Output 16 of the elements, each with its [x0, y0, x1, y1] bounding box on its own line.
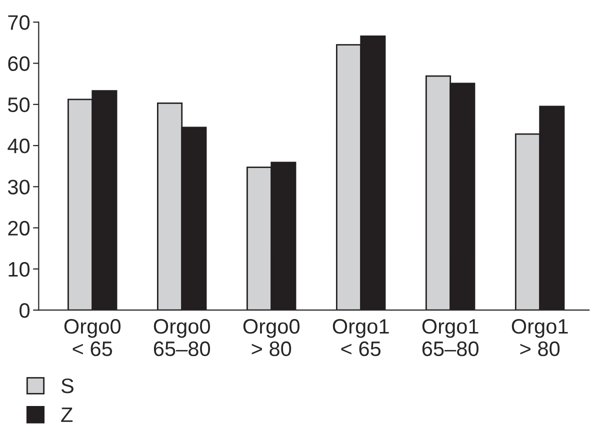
legend-label: Z — [61, 408, 73, 422]
y-tick-label: 50 — [8, 97, 30, 112]
x-tick-label: Orgo0 65–80 — [154, 318, 210, 356]
y-tick-label: 0 — [20, 303, 30, 318]
y-tick-label: 70 — [8, 15, 30, 30]
y-tick-label: 10 — [8, 262, 30, 277]
legend-label: S — [61, 378, 74, 394]
y-tick-label: 60 — [8, 56, 30, 72]
x-tick-label: Orgo1 65–80 — [422, 318, 478, 356]
x-tick-label: Orgo1 > 80 — [512, 318, 568, 356]
x-tick-label: Orgo0 > 80 — [243, 318, 300, 356]
y-tick-label: 30 — [8, 180, 30, 194]
x-tick-label: Orgo1 < 65 — [332, 318, 389, 356]
x-tick-label: Orgo0 < 65 — [64, 318, 121, 356]
y-tick-label: 40 — [8, 138, 30, 154]
y-tick-label: 20 — [8, 220, 30, 236]
